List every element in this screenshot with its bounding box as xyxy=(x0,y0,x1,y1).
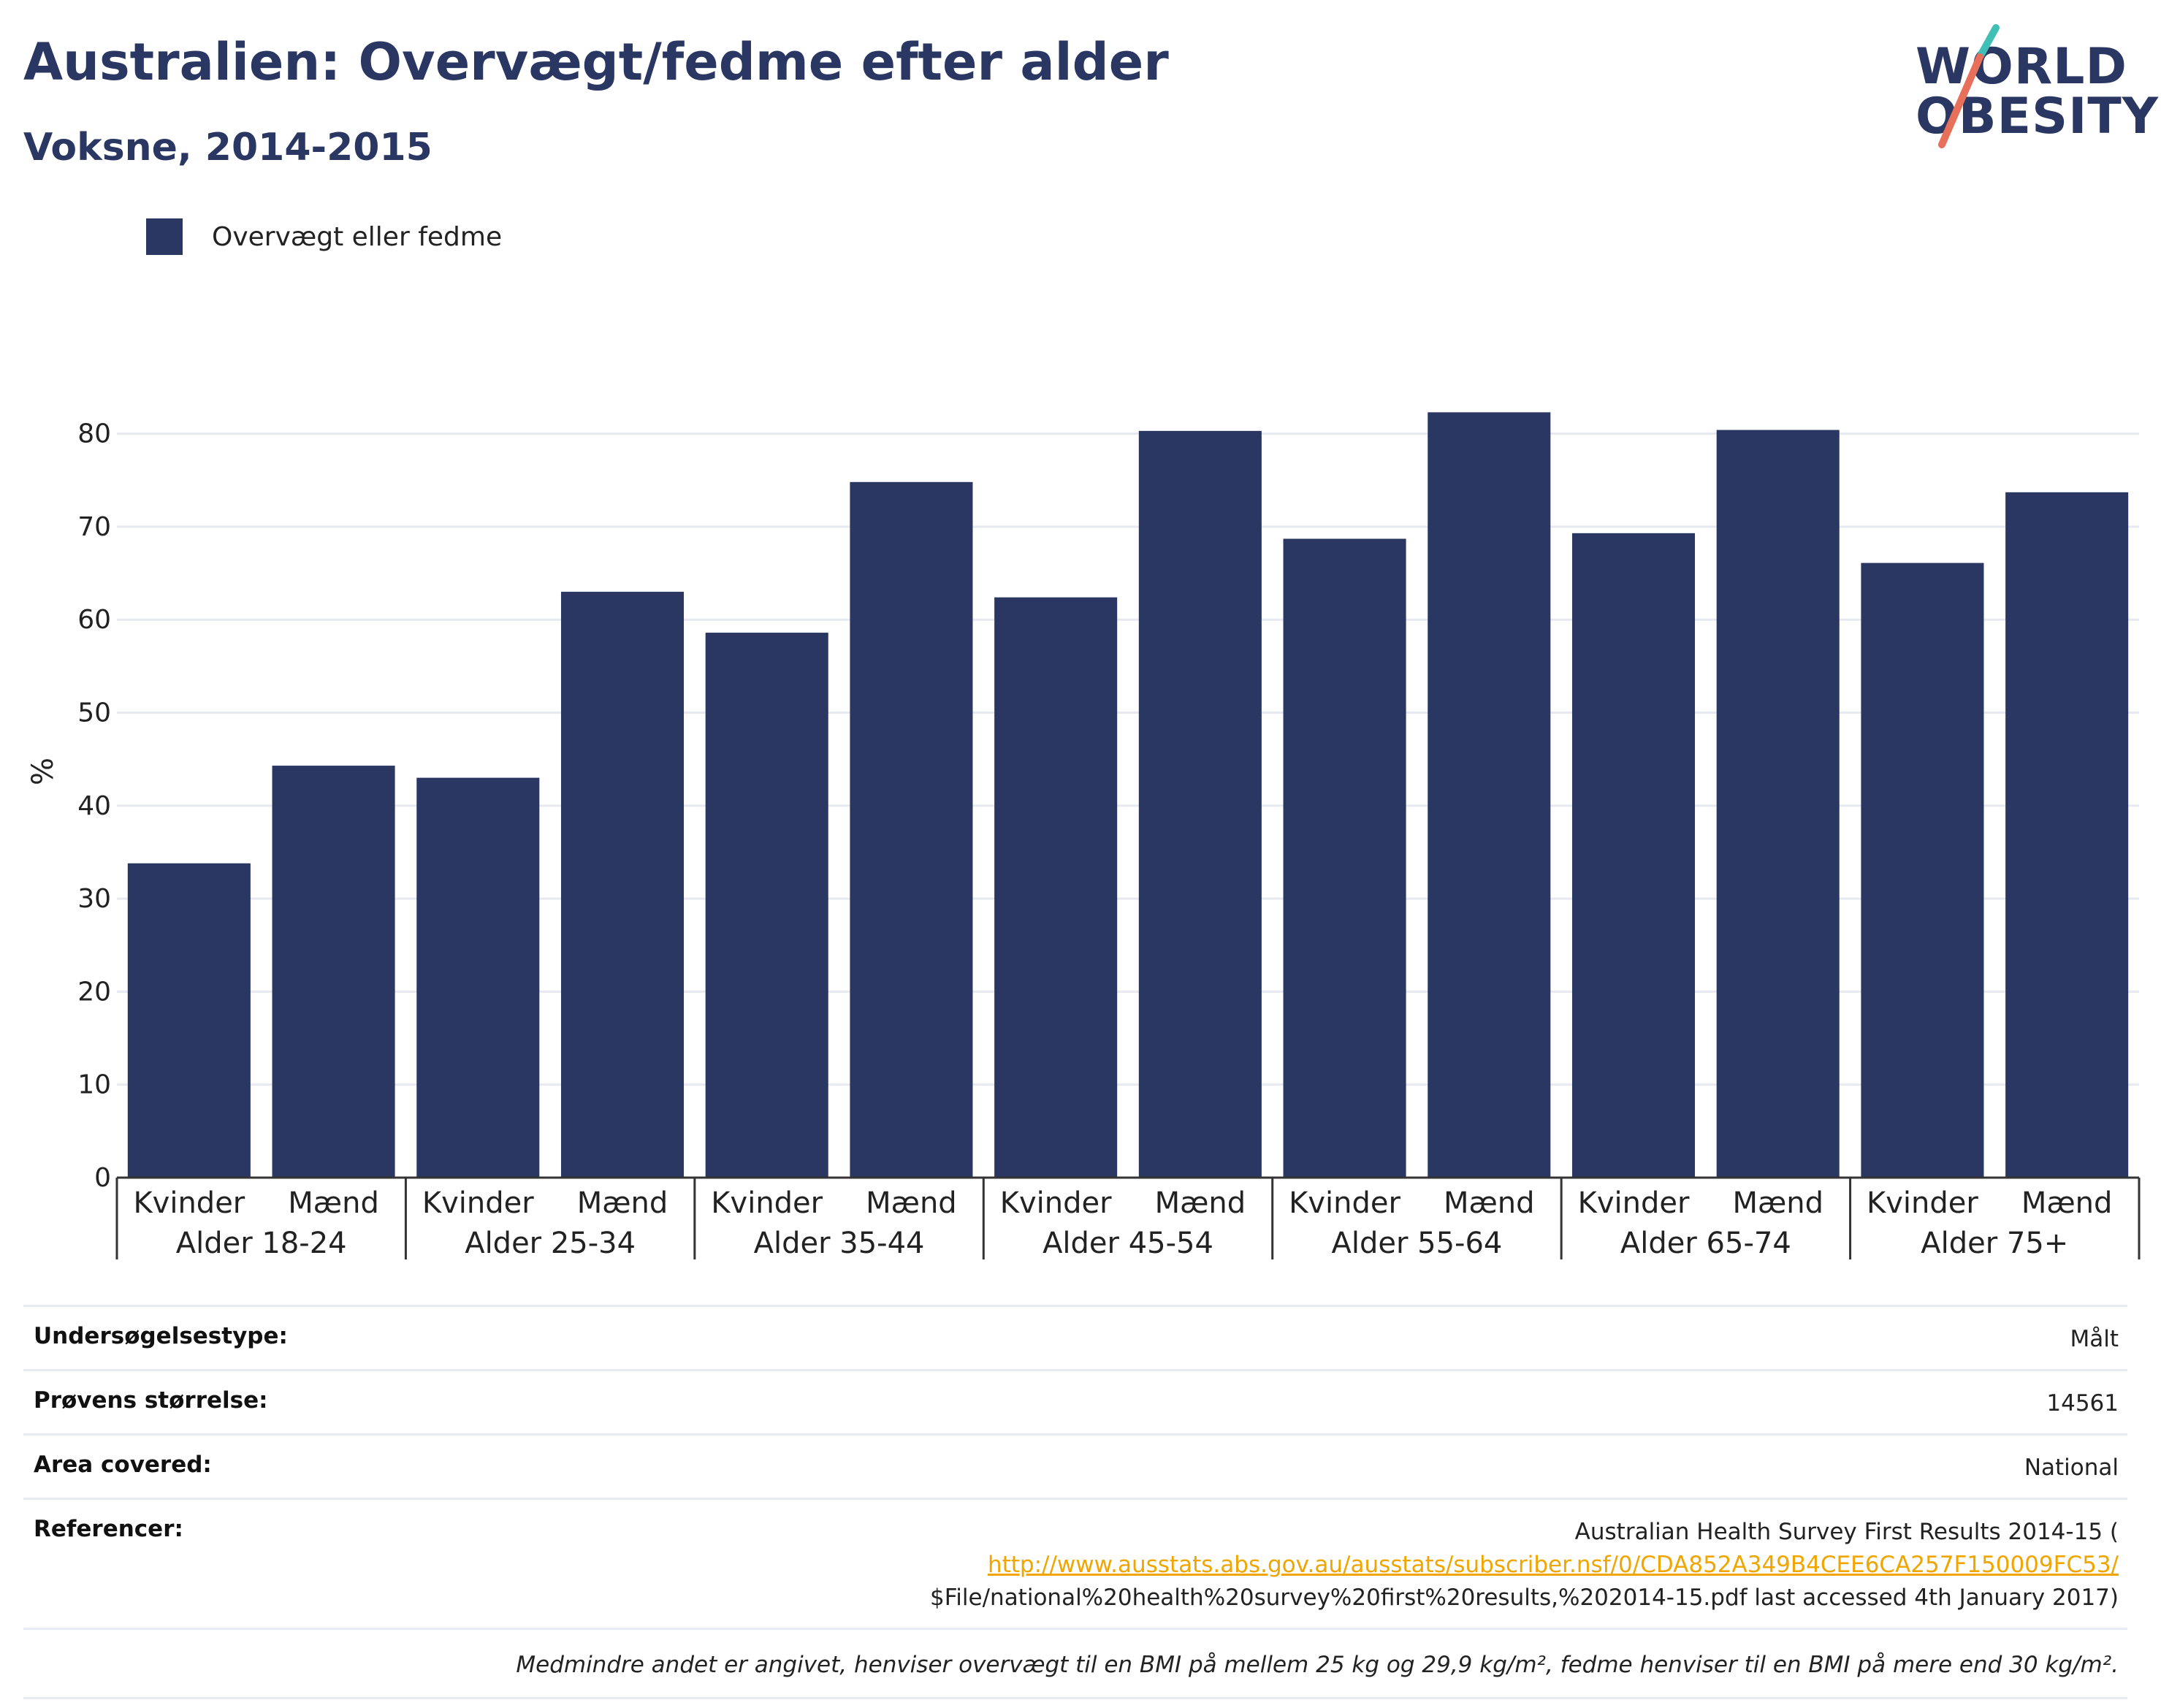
y-tick-label: 60 xyxy=(77,605,111,635)
info-row-sample-size: Prøvens størrelse: 14561 xyxy=(23,1368,2127,1433)
x-tick-label: Kvinder xyxy=(1289,1186,1400,1220)
x-tick-label: Mænd xyxy=(1732,1186,1823,1220)
bar xyxy=(1571,533,1696,1178)
bar xyxy=(1861,563,1984,1178)
x-tick-label: Mænd xyxy=(1444,1186,1535,1220)
y-tick-label: 50 xyxy=(77,698,111,728)
x-tick-label: Kvinder xyxy=(422,1186,534,1220)
info-row-area-covered: Area covered: National xyxy=(23,1433,2127,1498)
legend-swatch xyxy=(146,218,183,255)
x-group-label: Alder 35-44 xyxy=(754,1227,925,1260)
axes xyxy=(115,1176,2141,1259)
x-tick-label: Kvinder xyxy=(1578,1186,1690,1220)
bar xyxy=(1138,430,1262,1178)
x-group-label: Alder 18-24 xyxy=(176,1227,347,1260)
x-tick-label: Kvinder xyxy=(1000,1186,1112,1220)
bar xyxy=(2005,492,2129,1178)
bar xyxy=(705,633,828,1178)
bar xyxy=(127,863,251,1178)
info-table: Undersøgelsestype: Målt Prøvens størrels… xyxy=(23,1305,2127,1699)
bar xyxy=(1716,430,1840,1178)
logo-line-1: WORLD xyxy=(1916,38,2127,96)
y-tick-label: 30 xyxy=(77,884,111,914)
info-value: National xyxy=(2024,1454,2119,1481)
reference-text-1: Australian Health Survey First Results 2… xyxy=(1574,1518,2119,1545)
bar xyxy=(1428,412,1551,1178)
logo-slash-icon xyxy=(1938,24,2000,148)
bar xyxy=(994,597,1118,1178)
legend-label: Overvægt eller fedme xyxy=(212,221,503,252)
x-tick-label: Kvinder xyxy=(1867,1186,1978,1220)
x-tick-label: Mænd xyxy=(288,1186,379,1220)
y-tick-label: 10 xyxy=(77,1070,111,1100)
x-tick-label: Mænd xyxy=(866,1186,957,1220)
y-tick-label: 70 xyxy=(77,512,111,542)
logo-slash-coral xyxy=(1938,53,1983,148)
chart-subtitle: Voksne, 2014-2015 xyxy=(23,126,432,169)
info-row-references: Referencer: Australian Health Survey Fir… xyxy=(23,1497,2127,1628)
chart-title: Australien: Overvægt/fedme efter alder xyxy=(23,32,1169,92)
y-tick-label: 40 xyxy=(77,791,111,821)
axis-labels: 0 10 20 30 40 50 60 70 80% Kvinder Mænd Alder 18-24… xyxy=(26,419,2112,1260)
x-tick-label: Mænd xyxy=(2021,1186,2113,1220)
x-group-label: Alder 75+ xyxy=(1921,1227,2068,1260)
logo-slash-teal xyxy=(1976,24,2000,61)
x-tick-label: Mænd xyxy=(577,1186,668,1220)
info-value: Målt xyxy=(2070,1326,2119,1352)
info-key: Prøvens størrelse: xyxy=(34,1387,268,1414)
info-value: 14561 xyxy=(2046,1389,2119,1417)
x-tick-label: Mænd xyxy=(1155,1186,1246,1220)
y-axis-title: % xyxy=(26,758,60,785)
bar xyxy=(850,481,973,1178)
y-tick-label: 20 xyxy=(77,977,111,1007)
info-key: Undersøgelsestype: xyxy=(34,1323,288,1349)
info-key: Area covered: xyxy=(34,1451,212,1478)
references-value: Australian Health Survey First Results 2… xyxy=(930,1516,2127,1614)
bar-chart: 0 10 20 30 40 50 60 70 80% Kvinder Mænd Alder 18-24… xyxy=(26,412,2141,1260)
bars xyxy=(127,412,2129,1178)
x-tick-label: Kvinder xyxy=(133,1186,245,1220)
bar xyxy=(560,592,685,1178)
world-obesity-logo: WORLD OBESITY xyxy=(1907,22,2158,153)
y-tick-label: 0 xyxy=(94,1163,111,1193)
y-tick-label: 80 xyxy=(77,419,111,449)
bar xyxy=(1283,538,1406,1178)
info-row-survey-type: Undersøgelsestype: Målt xyxy=(23,1305,2127,1369)
legend: Overvægt eller fedme xyxy=(146,218,502,256)
reference-link[interactable]: http://www.ausstats.abs.gov.au/ausstats/… xyxy=(987,1551,2119,1578)
reference-text-2: $File/national%20health%20survey%20first… xyxy=(930,1584,2119,1611)
x-group-label: Alder 65-74 xyxy=(1620,1227,1791,1260)
definition-note: Medmindre andet er angivet, henviser ove… xyxy=(23,1627,2127,1699)
bar xyxy=(272,766,395,1178)
x-group-label: Alder 25-34 xyxy=(465,1227,636,1260)
x-tick-label: Kvinder xyxy=(711,1186,823,1220)
info-key: Referencer: xyxy=(34,1515,183,1542)
x-group-label: Alder 55-64 xyxy=(1331,1227,1502,1260)
x-group-label: Alder 45-54 xyxy=(1043,1227,1213,1260)
bar xyxy=(416,777,540,1178)
